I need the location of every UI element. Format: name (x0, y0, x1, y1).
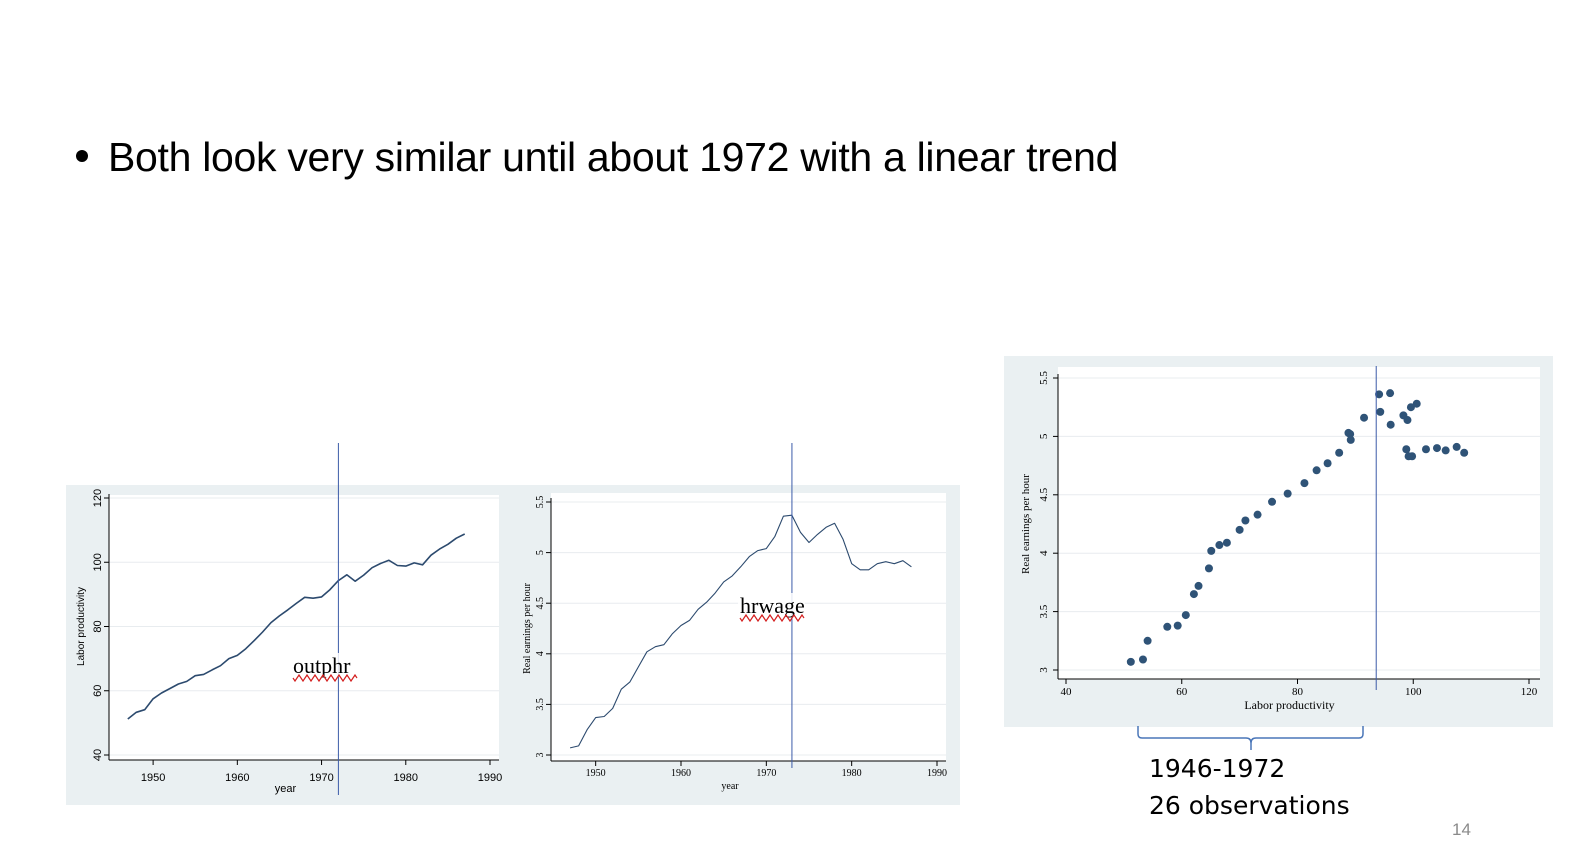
data-point (1323, 459, 1332, 468)
x-tick-label: 1960 (671, 768, 691, 779)
y-tick-label: 120 (92, 489, 104, 507)
y-tick-label: 80 (92, 620, 104, 632)
data-point (1215, 541, 1224, 550)
data-point (1386, 420, 1395, 429)
data-point (1268, 497, 1277, 506)
data-point (1412, 399, 1421, 408)
data-point (1404, 452, 1413, 461)
data-point (1163, 622, 1172, 631)
plot-area-scatter (1058, 367, 1540, 679)
data-point (1460, 448, 1469, 457)
y-tick-label: 100 (92, 553, 104, 571)
plot-area-productivity (109, 495, 499, 760)
data-point (1344, 428, 1353, 437)
y-tick-label: 5 (1038, 433, 1050, 439)
series-label: outphr (293, 653, 351, 678)
x-tick-label: 1960 (225, 772, 249, 784)
data-point (1143, 636, 1152, 645)
y-tick-label: 3.5 (535, 698, 546, 711)
x-tick-label: 80 (1292, 686, 1304, 698)
data-point (1402, 445, 1411, 454)
x-tick-label: 1970 (756, 768, 776, 779)
data-point (1335, 448, 1344, 457)
brace-label-period: 1946-1972 (1149, 754, 1286, 783)
x-axis-title: Labor productivity (1244, 698, 1334, 712)
data-point (1283, 489, 1292, 498)
x-tick-label: 120 (1521, 686, 1538, 698)
y-axis-title: Real earnings per hour (1020, 474, 1032, 574)
y-tick-label: 4 (1038, 550, 1050, 556)
x-tick-label: 1990 (478, 772, 502, 784)
series-label: hrwage (740, 593, 805, 618)
y-tick-label: 5.5 (1038, 371, 1050, 385)
brace-label-count: 26 observations (1149, 791, 1350, 820)
data-point (1235, 525, 1244, 534)
y-axis-title: Real earnings per hour (522, 582, 533, 673)
x-axis-title: year (275, 783, 297, 795)
data-point (1253, 510, 1262, 519)
data-point (1403, 416, 1412, 425)
data-point (1406, 403, 1415, 412)
bullet-text: Both look very similar until about 1972 … (108, 134, 1119, 180)
spellcheck-squiggle (739, 613, 805, 623)
spellcheck-squiggle (292, 673, 358, 683)
y-tick-label: 5.5 (535, 496, 546, 509)
series-line (569, 514, 912, 749)
y-tick-label: 3.5 (1038, 604, 1050, 618)
data-point (1181, 611, 1190, 620)
data-point (1441, 446, 1450, 455)
data-point (1312, 466, 1321, 475)
data-point (1173, 621, 1182, 630)
x-tick-label: 40 (1061, 686, 1073, 698)
y-tick-label: 3 (535, 753, 546, 758)
plot-area-wage (551, 493, 946, 761)
data-point (1300, 479, 1309, 488)
data-point (1386, 389, 1395, 398)
x-tick-label: 1990 (927, 768, 947, 779)
data-point (1126, 657, 1135, 666)
bullet-dot-icon (76, 150, 88, 163)
data-point (1375, 390, 1384, 399)
x-tick-label: 100 (1405, 686, 1422, 698)
bullet-point: Both look very similar until about 1972 … (76, 134, 1118, 181)
series-label-bg (291, 653, 358, 677)
y-tick-label: 4.5 (1038, 487, 1050, 501)
data-point (1432, 444, 1441, 453)
data-point (1346, 435, 1355, 444)
y-tick-label: 4 (535, 651, 546, 656)
data-point (1421, 445, 1430, 454)
data-point (1194, 581, 1203, 590)
data-point (1360, 413, 1369, 422)
y-tick-label: 60 (92, 685, 104, 697)
x-tick-label: 60 (1176, 686, 1188, 698)
y-tick-label: 40 (92, 749, 104, 761)
series-label-bg (738, 593, 805, 617)
x-tick-label: 1950 (586, 768, 606, 779)
series-line (127, 533, 466, 720)
data-point (1189, 590, 1198, 599)
data-point (1138, 655, 1147, 664)
x-tick-label: 1980 (842, 768, 862, 779)
data-point (1222, 538, 1231, 547)
data-point (1207, 546, 1216, 555)
x-tick-label: 1970 (309, 772, 333, 784)
data-point (1204, 564, 1213, 573)
x-axis-title: year (721, 781, 739, 792)
page-number: 14 (1452, 820, 1471, 839)
y-tick-label: 4.5 (535, 597, 546, 610)
y-tick-label: 3 (1038, 667, 1050, 673)
data-point (1241, 516, 1250, 525)
x-tick-label: 1950 (141, 772, 165, 784)
y-axis-title: Labor productivity (76, 587, 87, 666)
x-tick-label: 1980 (394, 772, 418, 784)
data-point (1452, 442, 1461, 451)
y-tick-label: 5 (535, 550, 546, 555)
data-point (1376, 407, 1385, 416)
